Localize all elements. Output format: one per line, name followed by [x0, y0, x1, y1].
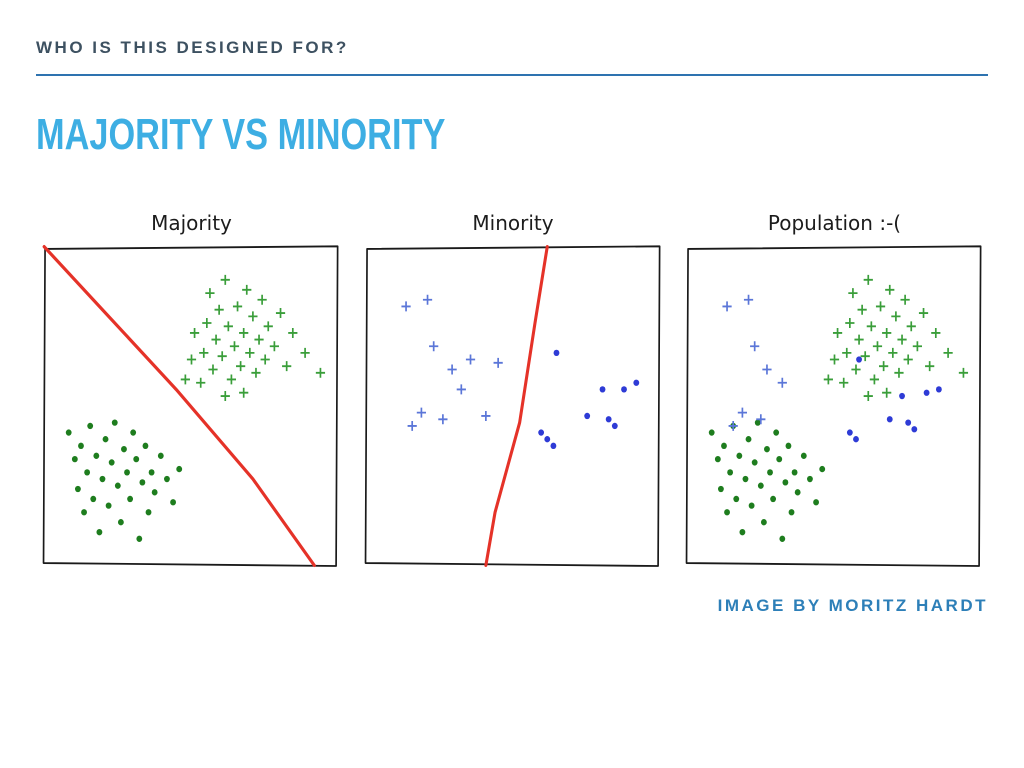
scatter-chart-majority: [38, 240, 345, 572]
panel-title-majority: Majority: [151, 211, 232, 235]
image-credit-caption: IMAGE BY MORITZ HARDT: [717, 596, 988, 615]
chart-panel-majority: Majority: [38, 208, 345, 572]
scatter-chart-minority: [360, 240, 667, 572]
slide-header: WHO IS THIS DESIGNED FOR?: [36, 38, 349, 57]
scatter-chart-population: [681, 240, 988, 572]
page-title: MAJORITY VS MINORITY: [36, 110, 446, 159]
panel-title-minority: Minority: [472, 211, 554, 235]
chart-panel-minority: Minority: [360, 208, 667, 572]
header-rule: [36, 74, 988, 76]
chart-panel-population: Population :-(: [681, 208, 988, 572]
panel-title-population: Population :-(: [767, 211, 902, 235]
chart-panels-row: Majority Minority Population :-(: [38, 208, 988, 572]
